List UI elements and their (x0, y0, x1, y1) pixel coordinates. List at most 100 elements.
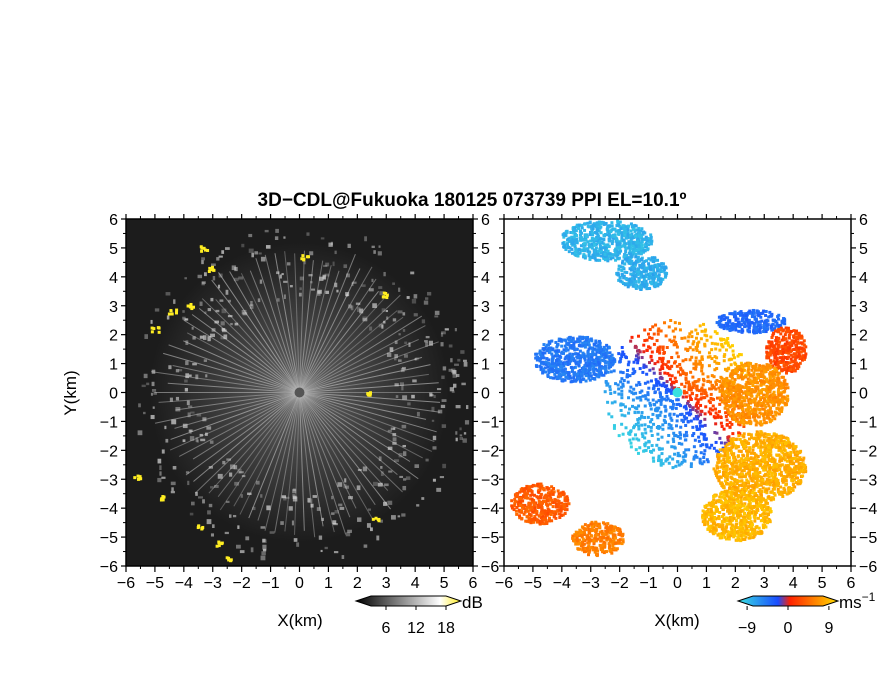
velocity-cluster-pixel (577, 360, 581, 364)
intensity-echo-pixel (154, 308, 160, 312)
velocity-cluster-pixel (769, 361, 773, 365)
velocity-pixel (649, 429, 653, 433)
velocity-cluster-pixel (755, 467, 759, 471)
velocity-cluster-pixel (560, 344, 564, 348)
velocity-cluster-pixel (639, 287, 643, 291)
velocity-pixel (715, 431, 719, 435)
velocity-pixel (661, 362, 665, 366)
velocity-cluster-pixel (572, 341, 576, 345)
velocity-pixel (651, 367, 655, 371)
velocity-cluster-pixel (592, 224, 596, 228)
intensity-ray (299, 392, 391, 510)
velocity-pixel (618, 360, 622, 364)
velocity-cluster-pixel (584, 341, 588, 345)
velocity-cluster-pixel (563, 344, 567, 348)
velocity-pixel (649, 425, 653, 429)
velocity-pixel (727, 366, 731, 370)
velocity-cluster-pixel (614, 536, 618, 540)
velocity-cluster-pixel (726, 489, 730, 493)
velocity-pixel (718, 415, 722, 419)
intensity-echo-pixel (331, 495, 334, 500)
velocity-cluster-pixel (753, 483, 757, 487)
velocity-pixel (668, 338, 672, 342)
velocity-cluster-pixel (623, 228, 627, 232)
intensity-echo-pixel (259, 279, 263, 284)
velocity-cluster-pixel (718, 448, 722, 452)
velocity-pixel (619, 380, 623, 384)
velocity-cluster-pixel (590, 538, 594, 542)
velocity-cluster-pixel (583, 367, 587, 371)
velocity-pixel (648, 328, 652, 332)
intensity-echo-pixel (397, 515, 401, 518)
velocity-cluster-pixel (753, 456, 757, 460)
intensity-echo-pixel (317, 290, 321, 296)
velocity-cluster-pixel (546, 365, 550, 369)
velocity-cluster-pixel (619, 249, 623, 253)
velocity-cluster-pixel (629, 272, 633, 276)
velocity-pixel (714, 347, 718, 351)
velocity-cluster-pixel (719, 323, 723, 327)
velocity-cluster-pixel (627, 246, 631, 250)
intensity-echo-pixel (460, 350, 465, 354)
velocity-cluster-pixel (772, 359, 776, 363)
velocity-pixel (669, 426, 673, 430)
intensity-echo-pixel (238, 471, 244, 474)
velocity-pixel (683, 336, 687, 340)
velocity-pixel (619, 408, 623, 412)
velocity-cluster-pixel (562, 506, 566, 510)
velocity-cluster-pixel (568, 352, 572, 356)
velocity-cluster-pixel (628, 252, 632, 256)
velocity-cluster-pixel (623, 234, 627, 238)
intensity-echo-pixel (407, 402, 411, 406)
velocity-cluster-pixel (780, 473, 784, 477)
velocity-cluster-pixel (633, 228, 637, 232)
velocity-cluster-pixel (603, 258, 607, 262)
intensity-echo-pixel (321, 517, 324, 522)
intensity-echo-pixel (316, 507, 321, 511)
velocity-cluster-pixel (767, 340, 771, 344)
velocity-cluster-pixel (797, 479, 801, 483)
velocity-cluster-pixel (566, 337, 570, 341)
velocity-cluster-pixel (741, 440, 745, 444)
velocity-cluster-pixel (784, 326, 788, 330)
velocity-pixel (721, 345, 725, 349)
velocity-cluster-pixel (791, 444, 795, 448)
intensity-echo-pixel (392, 282, 395, 285)
velocity-cluster-pixel (541, 487, 545, 491)
intensity-y-tick-label-right: −5 (481, 530, 499, 547)
velocity-cluster-pixel (606, 370, 610, 374)
velocity-cluster-pixel (523, 492, 527, 496)
velocity-cluster-pixel (646, 236, 650, 240)
velocity-pixel (619, 403, 623, 407)
velocity-cluster-pixel (609, 257, 613, 261)
velocity-cluster-pixel (756, 322, 760, 326)
velocity-cluster-pixel (765, 477, 769, 481)
velocity-cluster-pixel (545, 486, 549, 490)
intensity-ray (299, 392, 411, 462)
intensity-strong-echo (190, 307, 194, 311)
velocity-pixel (657, 459, 661, 463)
velocity-pixel (643, 442, 647, 446)
velocity-cluster-pixel (629, 233, 633, 237)
intensity-echo-pixel (344, 478, 347, 483)
velocity-cluster-pixel (769, 324, 773, 328)
intensity-echo-pixel (307, 497, 311, 503)
velocity-pixel (725, 376, 729, 380)
velocity-cluster-pixel (726, 451, 730, 455)
velocity-cluster-pixel (781, 328, 785, 332)
intensity-echo-pixel (306, 232, 310, 236)
velocity-cluster-pixel (532, 502, 536, 506)
velocity-cluster-pixel (617, 223, 621, 227)
velocity-cluster-pixel (742, 474, 746, 478)
velocity-cluster-pixel (621, 261, 625, 265)
intensity-echo-pixel (414, 358, 417, 361)
intensity-echo-pixel (171, 487, 174, 491)
velocity-cluster-pixel (567, 371, 571, 375)
velocity-cluster-pixel (611, 542, 615, 546)
velocity-cluster-pixel (786, 465, 790, 469)
intensity-echo-pixel (242, 312, 248, 316)
intensity-echo-pixel (192, 363, 197, 366)
velocity-cluster-pixel (649, 239, 653, 243)
intensity-echo-pixel (165, 438, 169, 443)
velocity-cluster-pixel (642, 249, 646, 253)
